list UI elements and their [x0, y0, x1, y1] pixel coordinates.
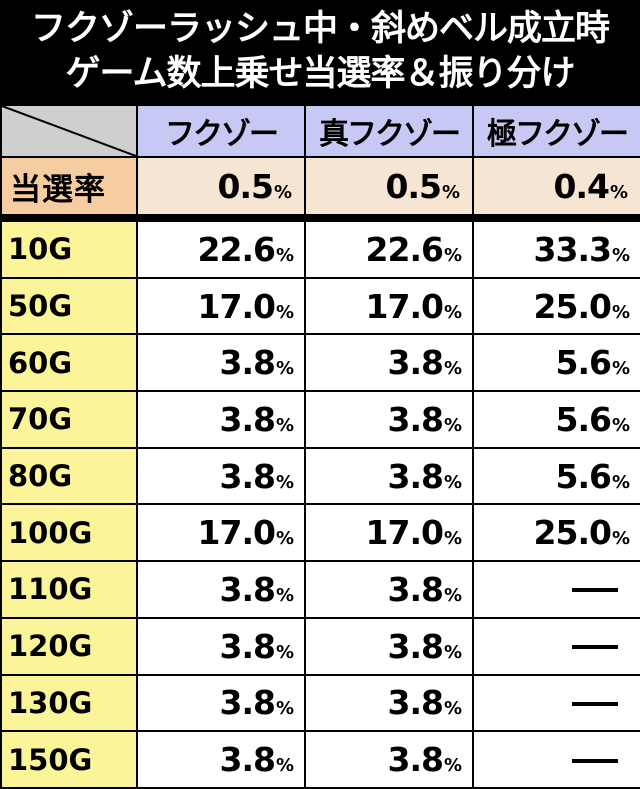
distribution-table: 10G 22.6% 22.6% 33.3% 50G 17.0% 17.0% 25.0% 60G 3…: [0, 220, 640, 789]
table-row: 100G 17.0% 17.0% 25.0%: [0, 503, 640, 563]
diagonal-line-icon: [2, 106, 136, 156]
row-label: 80G: [0, 446, 138, 506]
value-cell: 25.0%: [472, 503, 640, 563]
row-label: 150G: [0, 730, 138, 789]
value-cell: 5.6%: [472, 446, 640, 506]
table-row: 60G 3.8% 3.8% 5.6%: [0, 333, 640, 393]
row-label: 110G: [0, 560, 138, 619]
value-cell: 33.3%: [472, 220, 640, 279]
column-header-shin-fukuzo: 真フクゾー: [304, 104, 474, 158]
table-row: 50G 17.0% 17.0% 25.0%: [0, 276, 640, 336]
dash-icon: [572, 645, 618, 650]
rate-row: 当選率 0.5% 0.5% 0.4%: [0, 156, 640, 216]
value-cell: [472, 730, 640, 789]
rate-value: 0.5%: [136, 156, 306, 216]
value-cell: 3.8%: [304, 730, 474, 789]
column-header-row: フクゾー 真フクゾー 極フクゾー: [0, 104, 640, 158]
table-row: 120G 3.8% 3.8%: [0, 616, 640, 676]
row-label: 120G: [0, 616, 138, 676]
table-row: 130G 3.8% 3.8%: [0, 673, 640, 733]
row-label: 130G: [0, 673, 138, 733]
rate-value: 0.4%: [472, 156, 640, 216]
table-row: 150G 3.8% 3.8%: [0, 730, 640, 789]
value-cell: 3.8%: [304, 560, 474, 619]
value-cell: [472, 616, 640, 676]
value-cell: 3.8%: [136, 616, 306, 676]
value-cell: 3.8%: [136, 730, 306, 789]
value-cell: 3.8%: [136, 446, 306, 506]
dash-icon: [572, 588, 618, 593]
row-label: 70G: [0, 390, 138, 449]
value-cell: 17.0%: [136, 276, 306, 336]
dash-icon: [572, 701, 618, 706]
value-cell: 5.6%: [472, 333, 640, 393]
value-cell: 3.8%: [136, 560, 306, 619]
value-cell: 17.0%: [304, 503, 474, 563]
rate-value: 0.5%: [304, 156, 474, 216]
value-cell: 3.8%: [136, 673, 306, 733]
value-cell: 17.0%: [304, 276, 474, 336]
row-label: 50G: [0, 276, 138, 336]
value-cell: 17.0%: [136, 503, 306, 563]
value-cell: 3.8%: [304, 616, 474, 676]
value-cell: 3.8%: [304, 673, 474, 733]
table-row: 70G 3.8% 3.8% 5.6%: [0, 390, 640, 449]
value-cell: 5.6%: [472, 390, 640, 449]
header-table: フクゾー 真フクゾー 極フクゾー 当選率 0.5% 0.5% 0.4%: [0, 104, 640, 216]
value-cell: 3.8%: [304, 333, 474, 393]
value-cell: 3.8%: [136, 333, 306, 393]
row-label: 10G: [0, 220, 138, 279]
value-cell: 3.8%: [304, 390, 474, 449]
value-cell: 25.0%: [472, 276, 640, 336]
value-cell: [472, 673, 640, 733]
section-divider: [0, 214, 640, 220]
table-row: 110G 3.8% 3.8%: [0, 560, 640, 619]
row-label: 60G: [0, 333, 138, 393]
value-cell: 3.8%: [304, 446, 474, 506]
row-label: 100G: [0, 503, 138, 563]
column-header-goku-fukuzo: 極フクゾー: [472, 104, 640, 158]
value-cell: 3.8%: [136, 390, 306, 449]
corner-cell: [0, 104, 138, 158]
title-line-2: ゲーム数上乗せ当選率＆振り分け: [65, 54, 576, 94]
value-cell: 22.6%: [136, 220, 306, 279]
column-header-fukuzo: フクゾー: [136, 104, 306, 158]
title-block: フクゾーラッシュ中・斜めベル成立時 ゲーム数上乗せ当選率＆振り分け: [0, 0, 640, 104]
rate-label: 当選率: [0, 156, 138, 216]
table-row: 80G 3.8% 3.8% 5.6%: [0, 446, 640, 506]
value-cell: 22.6%: [304, 220, 474, 279]
title-line-1: フクゾーラッシュ中・斜めベル成立時: [30, 9, 610, 49]
table-row: 10G 22.6% 22.6% 33.3%: [0, 220, 640, 279]
dash-icon: [572, 758, 618, 763]
value-cell: [472, 560, 640, 619]
